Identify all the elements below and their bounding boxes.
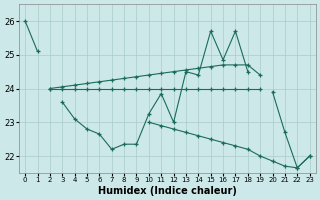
X-axis label: Humidex (Indice chaleur): Humidex (Indice chaleur): [98, 186, 237, 196]
